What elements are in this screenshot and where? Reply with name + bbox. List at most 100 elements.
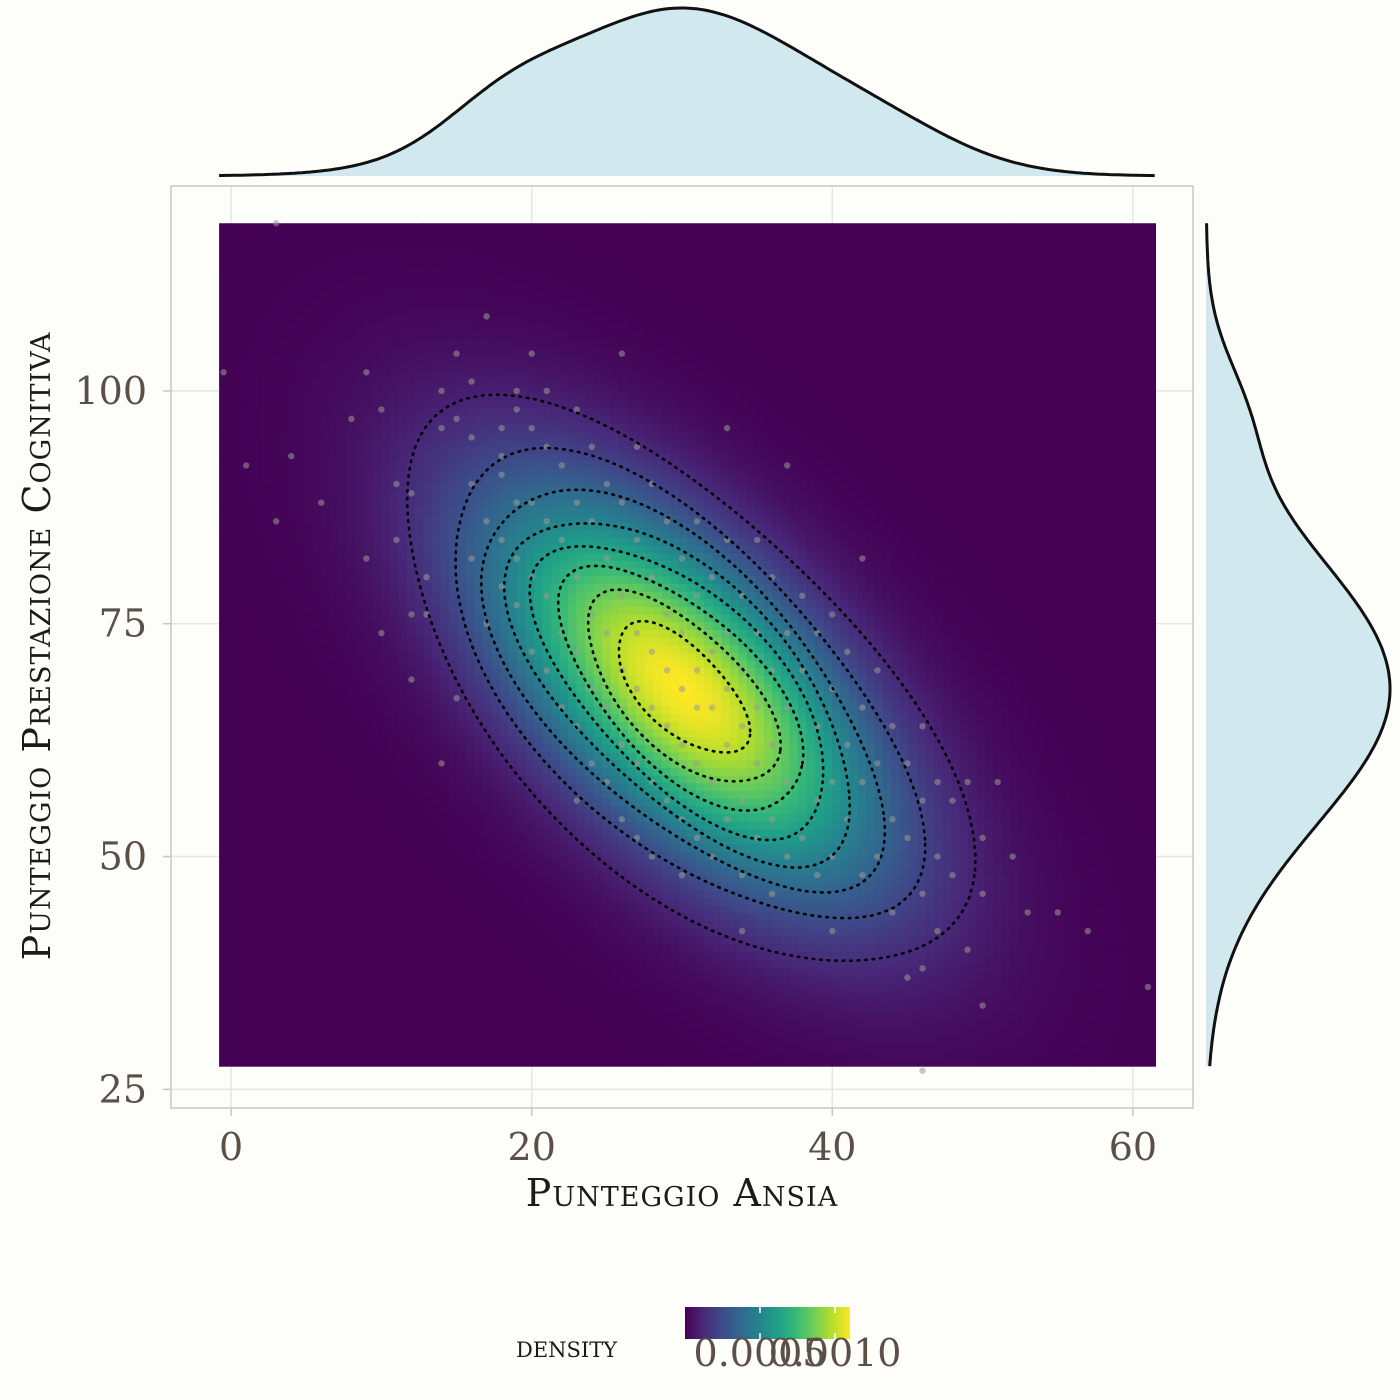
density-cell [244, 315, 254, 324]
density-cell [253, 721, 263, 730]
density-cell [295, 782, 305, 791]
density-cell [406, 874, 416, 883]
density-cell [542, 621, 552, 630]
density-cell [312, 989, 322, 998]
density-cell [236, 330, 246, 339]
density-cell [219, 376, 229, 385]
density-cell [568, 575, 578, 584]
density-cell [593, 974, 603, 983]
density-cell [389, 598, 399, 607]
density-cell [244, 797, 254, 807]
density-cell [482, 307, 493, 316]
density-cell [295, 652, 305, 661]
density-cell [244, 974, 254, 983]
density-cell [457, 345, 467, 355]
density-cell [517, 828, 527, 837]
density-cell [559, 805, 569, 814]
density-cell [576, 269, 586, 278]
density-cell [304, 598, 314, 607]
density-cell [542, 767, 552, 776]
density-cell [593, 675, 603, 684]
density-cell [576, 307, 586, 316]
density-cell [380, 529, 390, 538]
density-cell [304, 322, 314, 332]
density-cell [559, 276, 569, 286]
density-cell [270, 721, 280, 730]
density-cell [244, 552, 254, 561]
density-cell [534, 951, 544, 960]
density-cell [346, 422, 356, 431]
density-cell [304, 813, 314, 822]
density-cell [559, 682, 569, 692]
density-cell [440, 797, 450, 807]
density-cell [397, 805, 407, 814]
density-cell [474, 246, 484, 255]
density-cell [406, 774, 416, 784]
density-cell [321, 437, 331, 447]
density-cell [499, 928, 510, 937]
density-cell [448, 506, 459, 516]
density-cell [585, 935, 595, 945]
density-cell [585, 368, 595, 378]
density-cell [227, 414, 237, 424]
density-cell [355, 591, 365, 600]
density-cell [338, 384, 348, 393]
density-cell [431, 705, 442, 715]
density-cell [499, 859, 510, 868]
density-cell [457, 981, 467, 991]
density-cell [261, 728, 271, 738]
density-cell [482, 866, 493, 876]
density-cell [397, 820, 407, 830]
density-cell [559, 345, 569, 355]
density-cell [329, 529, 339, 538]
density-cell [397, 376, 407, 385]
density-cell [431, 660, 442, 669]
density-cell [457, 322, 467, 332]
density-cell [499, 246, 510, 255]
density-cell [448, 621, 459, 630]
density-cell [389, 682, 399, 692]
density-cell [534, 299, 544, 309]
density-cell [321, 889, 331, 899]
density-cell [295, 966, 305, 975]
density-cell [491, 660, 501, 669]
density-cell [525, 767, 535, 776]
density-cell [227, 744, 237, 753]
density-cell [414, 476, 424, 485]
density-cell [542, 368, 552, 378]
density-cell [304, 499, 314, 508]
density-cell [304, 552, 314, 561]
density-cell [270, 859, 280, 868]
density-cell [321, 223, 331, 232]
density-cell [389, 284, 399, 293]
density-cell [517, 345, 527, 355]
density-cell [542, 322, 552, 332]
density-cell [568, 805, 578, 814]
density-cell [312, 859, 322, 868]
density-cell [568, 935, 578, 945]
density-cell [551, 391, 561, 401]
density-cell [568, 338, 578, 347]
density-cell [491, 491, 501, 500]
density-cell [517, 422, 527, 431]
density-cell [482, 568, 493, 577]
density-cell [508, 560, 518, 569]
density-cell [338, 859, 348, 868]
density-cell [508, 951, 518, 960]
density-cell [321, 828, 331, 837]
density-cell [474, 774, 484, 784]
density-cell [414, 744, 424, 753]
density-cell [551, 874, 561, 883]
density-cell [482, 453, 493, 462]
density-cell [525, 476, 535, 485]
density-cell [338, 407, 348, 416]
density-cell [244, 736, 254, 745]
density-cell [389, 851, 399, 860]
density-cell [236, 805, 246, 814]
density-cell [440, 851, 450, 860]
density-cell [389, 897, 399, 906]
density-cell [312, 476, 322, 485]
density-cell [542, 330, 552, 339]
density-cell [414, 912, 424, 922]
density-cell [593, 223, 603, 232]
